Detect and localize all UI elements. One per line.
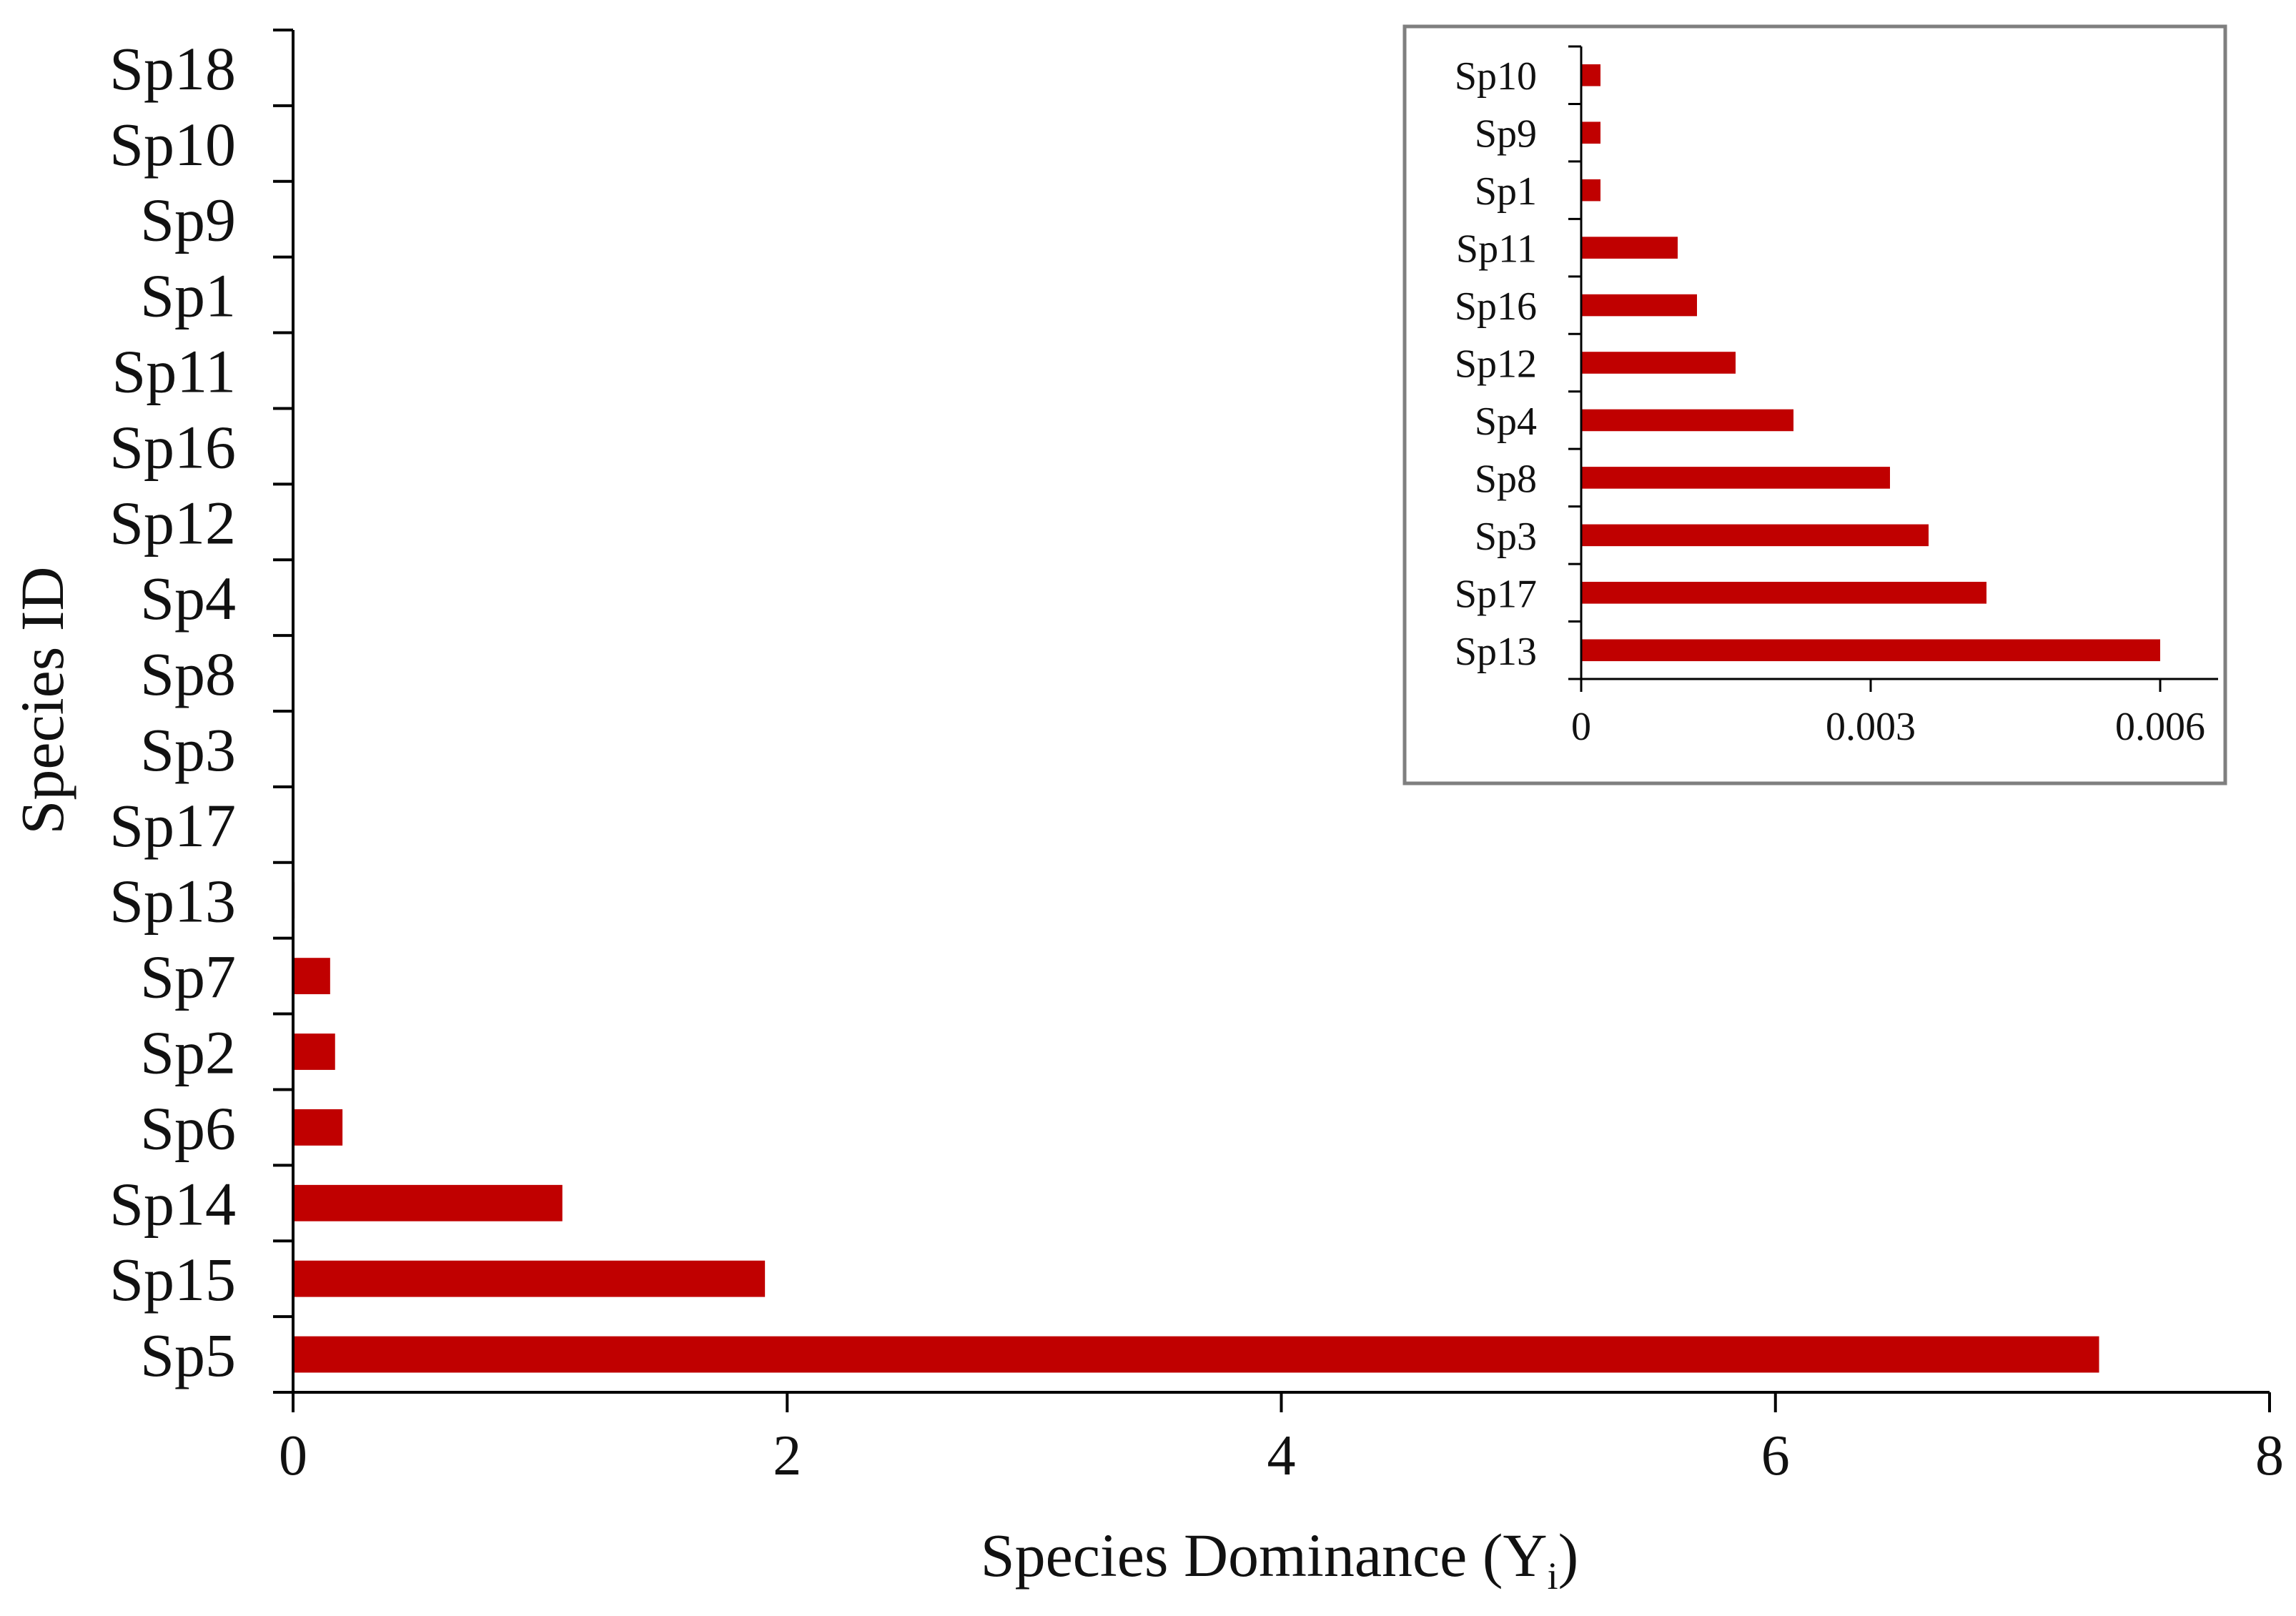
main-x-tick-labels: 0 2 4 6 8 — [279, 1424, 2284, 1487]
inset-bar-sp1 — [1581, 179, 1600, 202]
inset-bar-sp17 — [1581, 582, 1986, 604]
bar-sp5 — [293, 1336, 2099, 1373]
category-label-sp5: Sp5 — [140, 1321, 236, 1389]
inset-category-label-sp17: Sp17 — [1455, 572, 1537, 616]
bar-sp15 — [293, 1260, 766, 1297]
inset-category-label-sp9: Sp9 — [1475, 112, 1537, 157]
x-tick-label: 4 — [1267, 1424, 1296, 1487]
inset-category-label-sp10: Sp10 — [1455, 54, 1537, 99]
inset-x-tick-label: 0 — [1571, 705, 1591, 749]
inset-bar-sp10 — [1581, 64, 1600, 86]
bar-sp14 — [293, 1184, 563, 1221]
inset-category-label-sp8: Sp8 — [1475, 457, 1537, 501]
inset-category-label-sp4: Sp4 — [1475, 400, 1537, 444]
inset-bar-sp3 — [1581, 524, 1929, 547]
inset-bar-sp8 — [1581, 467, 1890, 489]
category-label-sp15: Sp15 — [109, 1245, 236, 1314]
inset-category-label-sp13: Sp13 — [1455, 630, 1537, 674]
inset-bars — [1581, 64, 2160, 662]
bar-sp7 — [293, 958, 330, 995]
x-axis-title: Species Dominance (Yi) — [981, 1521, 1579, 1597]
inset-x-tick-label: 0.003 — [1826, 705, 1916, 749]
inset-bar-sp9 — [1581, 122, 1600, 144]
category-label-sp16: Sp16 — [109, 412, 236, 481]
inset-bar-sp16 — [1581, 294, 1697, 317]
inset-category-label-sp16: Sp16 — [1455, 284, 1537, 329]
x-tick-label: 0 — [279, 1424, 307, 1487]
inset-bar-sp12 — [1581, 352, 1736, 374]
category-label-sp7: Sp7 — [140, 943, 236, 1011]
y-axis-title: Species ID — [8, 567, 76, 835]
category-label-sp14: Sp14 — [109, 1169, 236, 1238]
category-label-sp18: Sp18 — [109, 34, 236, 103]
main-bars — [293, 49, 2099, 1373]
category-label-sp2: Sp2 — [140, 1018, 236, 1087]
x-tick-label: 6 — [1761, 1424, 1790, 1487]
inset-axes — [1568, 45, 2218, 692]
main-axes — [273, 29, 2271, 1412]
inset-category-label-sp1: Sp1 — [1475, 169, 1537, 214]
inset-category-labels: Sp10 Sp9 Sp1 Sp11 Sp16 Sp12 Sp4 Sp8 Sp3 Sp17 Sp13 — [1455, 54, 1537, 674]
category-label-sp4: Sp4 — [140, 564, 236, 633]
inset-category-label-sp12: Sp12 — [1455, 342, 1537, 387]
x-tick-label: 2 — [773, 1424, 801, 1487]
category-label-sp12: Sp12 — [109, 488, 236, 557]
main-plot: Sp18Sp10Sp9Sp1Sp11Sp16Sp12Sp4Sp8Sp3Sp17S… — [109, 29, 2284, 1487]
category-label-sp1: Sp1 — [140, 262, 236, 330]
category-label-sp11: Sp11 — [112, 337, 236, 406]
inset-bar-sp13 — [1581, 639, 2160, 662]
bar-sp2 — [293, 1033, 335, 1070]
bar-sp6 — [293, 1109, 343, 1146]
inset-x-tick-label: 0.006 — [2115, 705, 2205, 749]
inset-category-label-sp11: Sp11 — [1456, 227, 1537, 272]
inset-category-label-sp3: Sp3 — [1475, 515, 1537, 559]
inset-x-tick-labels: 0 0.003 0.006 — [1571, 705, 2205, 749]
category-label-sp6: Sp6 — [140, 1094, 236, 1162]
category-label-sp8: Sp8 — [140, 640, 236, 708]
category-label-sp13: Sp13 — [109, 867, 236, 936]
category-label-sp9: Sp9 — [140, 186, 236, 254]
inset-bar-sp4 — [1581, 409, 1793, 432]
inset-bar-sp11 — [1581, 237, 1678, 259]
inset-chart: Sp10Sp9Sp1Sp11Sp16Sp12Sp4Sp8Sp3Sp17Sp13 … — [1402, 24, 2227, 785]
category-label-sp10: Sp10 — [109, 110, 236, 179]
category-label-sp17: Sp17 — [109, 791, 236, 860]
x-tick-label: 8 — [2255, 1424, 2284, 1487]
category-label-sp3: Sp3 — [140, 715, 236, 784]
